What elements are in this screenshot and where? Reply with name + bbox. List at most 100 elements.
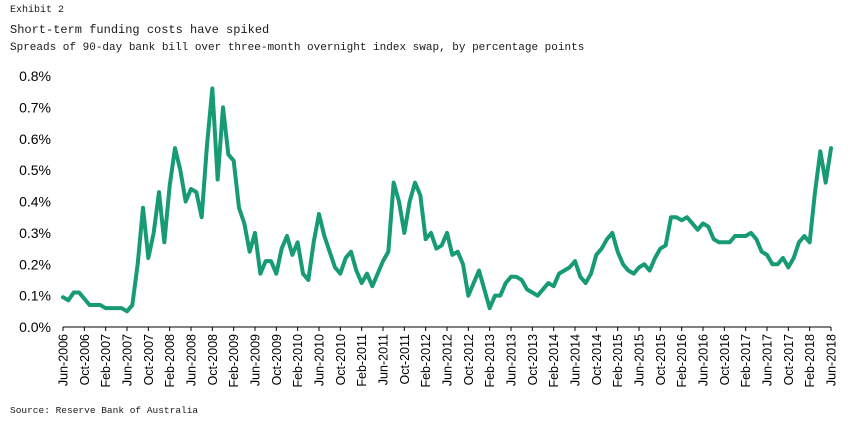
data-point <box>371 285 374 288</box>
data-point <box>334 266 337 269</box>
x-tick-label: Feb-2016 <box>675 334 689 388</box>
x-tick-label: Feb-2018 <box>803 334 817 388</box>
data-point <box>739 235 742 238</box>
x-tick-label: Oct-2017 <box>782 334 796 385</box>
data-point <box>638 266 641 269</box>
x-tick-label: Feb-2011 <box>355 334 369 387</box>
data-point <box>744 235 747 238</box>
data-point <box>675 216 678 219</box>
data-point <box>600 247 603 250</box>
data-point <box>456 250 459 253</box>
data-point <box>696 228 699 231</box>
data-point <box>398 200 401 203</box>
data-point <box>99 304 102 307</box>
data-point <box>142 206 145 209</box>
data-point <box>446 231 449 234</box>
y-tick-label: 0.8% <box>19 68 51 84</box>
data-point <box>760 250 763 253</box>
data-point <box>243 222 246 225</box>
data-point <box>526 288 529 291</box>
x-tick-label: Jun-2008 <box>185 334 199 386</box>
x-tick-label: Jun-2017 <box>761 334 775 386</box>
data-point <box>339 272 342 275</box>
x-tick-label: Oct-2015 <box>654 334 668 385</box>
data-point <box>814 191 817 194</box>
data-point <box>296 241 299 244</box>
data-point <box>771 263 774 266</box>
x-tick-label: Jun-2012 <box>441 334 455 386</box>
data-point <box>520 278 523 281</box>
data-point <box>318 213 321 216</box>
data-point <box>664 244 667 247</box>
y-axis: 0.0% 0.1% 0.2% 0.3% 0.4% 0.5% 0.6% 0.7% 0.8% <box>19 68 51 335</box>
data-point <box>792 256 795 259</box>
data-point <box>734 235 737 238</box>
data-point <box>350 250 353 253</box>
x-tick-label: Feb-2007 <box>99 334 113 388</box>
x-tick-label: Feb-2013 <box>483 334 497 388</box>
data-point <box>376 272 379 275</box>
x-tick-label: Jun-2013 <box>505 334 519 386</box>
data-point <box>584 282 587 285</box>
data-point <box>494 294 497 297</box>
data-point <box>595 253 598 256</box>
x-tick-label: Feb-2012 <box>419 334 433 388</box>
data-point <box>632 272 635 275</box>
data-point <box>136 263 139 266</box>
data-point <box>414 181 417 184</box>
y-tick-label: 0.3% <box>19 225 51 241</box>
data-point <box>435 247 438 250</box>
data-point <box>248 250 251 253</box>
data-point <box>152 231 155 234</box>
data-point <box>680 219 683 222</box>
x-tick-label: Jun-2015 <box>633 334 647 386</box>
x-tick-label: Jun-2011 <box>377 334 391 385</box>
data-point <box>190 187 193 190</box>
data-point <box>366 272 369 275</box>
data-point <box>750 231 753 234</box>
x-tick-label: Feb-2014 <box>547 334 561 388</box>
data-point <box>472 282 475 285</box>
chart-title: Short-term funding costs have spiked <box>10 23 270 37</box>
x-tick-label: Oct-2009 <box>270 334 284 385</box>
data-point <box>115 307 118 310</box>
x-tick-label: Jun-2016 <box>697 334 711 386</box>
y-tick-label: 0.1% <box>19 288 51 304</box>
x-tick-label: Oct-2014 <box>590 334 604 385</box>
data-point <box>291 253 294 256</box>
y-tick-label: 0.2% <box>19 256 51 272</box>
data-point <box>728 241 731 244</box>
data-point <box>488 307 491 310</box>
data-point <box>776 263 779 266</box>
y-tick-label: 0.7% <box>19 99 51 115</box>
data-point <box>280 247 283 250</box>
data-point <box>259 272 262 275</box>
y-tick-label: 0.5% <box>19 162 51 178</box>
data-point <box>206 144 209 147</box>
data-point <box>174 147 177 150</box>
x-tick-label: Feb-2008 <box>163 334 177 388</box>
data-point <box>819 150 822 153</box>
data-point <box>307 278 310 281</box>
data-point <box>462 263 465 266</box>
data-point <box>691 222 694 225</box>
source-note: Source: Reserve Bank of Australia <box>10 405 199 416</box>
data-point <box>179 169 182 172</box>
data-point <box>264 260 267 263</box>
data-point <box>94 304 97 307</box>
x-tick-label: Oct-2006 <box>78 334 92 385</box>
series-line <box>61 86 833 314</box>
data-point <box>387 250 390 253</box>
data-point <box>654 256 657 259</box>
data-point <box>403 231 406 234</box>
data-point <box>515 275 518 278</box>
data-point <box>408 200 411 203</box>
data-point <box>88 304 91 307</box>
data-point <box>552 285 555 288</box>
data-point <box>798 241 801 244</box>
data-point <box>627 269 630 272</box>
data-point <box>62 296 65 299</box>
data-point <box>120 307 123 310</box>
x-tick-label: Feb-2015 <box>611 334 625 388</box>
